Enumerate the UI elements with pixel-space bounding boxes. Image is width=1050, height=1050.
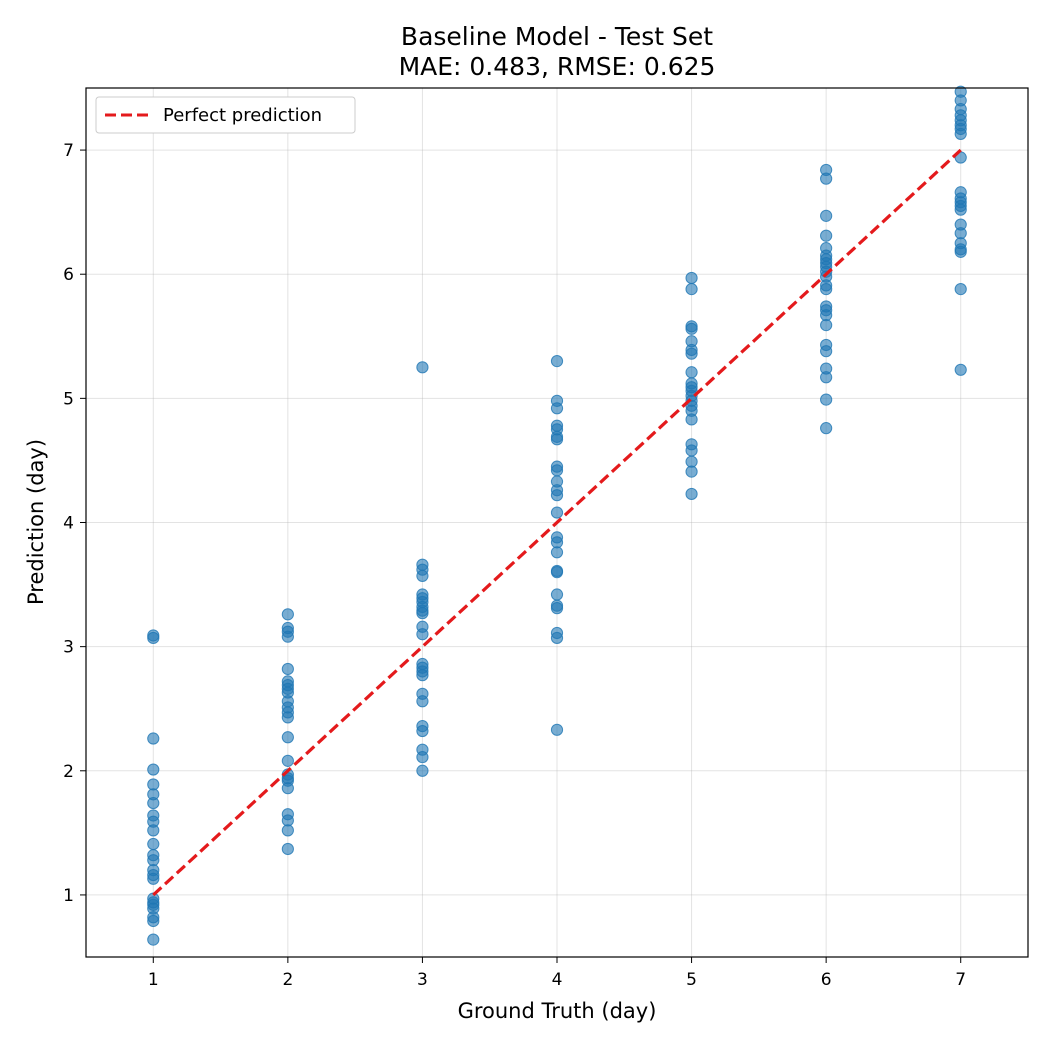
reference-line-layer bbox=[152, 148, 962, 897]
data-point bbox=[416, 764, 429, 777]
x-axis-ticks: 1 2 3 4 5 6 7 bbox=[148, 957, 966, 990]
data-point bbox=[550, 464, 564, 477]
data-point bbox=[820, 371, 833, 384]
data-point bbox=[416, 569, 429, 582]
data-point bbox=[281, 782, 294, 795]
x-tick-label: 3 bbox=[417, 970, 428, 990]
data-point bbox=[820, 283, 833, 296]
data-point bbox=[416, 628, 429, 641]
data-point bbox=[281, 608, 294, 621]
legend-box bbox=[95, 96, 356, 134]
data-point bbox=[550, 489, 564, 502]
y-tick-label: 4 bbox=[63, 514, 74, 534]
data-point bbox=[416, 669, 429, 682]
data-point bbox=[685, 366, 698, 379]
data-point bbox=[685, 271, 698, 285]
y-axis-ticks: 1 2 3 4 5 6 7 bbox=[63, 141, 86, 906]
data-point bbox=[685, 347, 698, 360]
data-point bbox=[820, 209, 833, 222]
data-point bbox=[820, 229, 833, 242]
y-tick-label: 5 bbox=[63, 389, 74, 409]
data-point bbox=[147, 872, 160, 885]
data-point bbox=[416, 751, 429, 764]
y-tick-label: 7 bbox=[63, 141, 74, 161]
x-tick-label: 5 bbox=[686, 970, 697, 990]
data-point bbox=[416, 361, 429, 374]
data-point bbox=[281, 662, 294, 676]
data-point bbox=[820, 319, 833, 332]
data-point bbox=[550, 602, 564, 615]
x-tick-label: 7 bbox=[955, 970, 966, 990]
data-point bbox=[147, 914, 160, 928]
chart-title: Baseline Model - Test Set bbox=[401, 22, 713, 51]
data-point bbox=[550, 631, 564, 645]
data-point bbox=[147, 732, 160, 745]
data-point bbox=[550, 546, 564, 559]
data-point bbox=[147, 824, 160, 837]
legend-entry-perfect-prediction: Perfect prediction bbox=[163, 105, 322, 126]
data-point bbox=[281, 630, 294, 643]
perfect-prediction-line bbox=[152, 148, 962, 897]
data-point bbox=[550, 433, 564, 446]
data-point bbox=[550, 402, 564, 415]
x-tick-label: 2 bbox=[282, 970, 293, 990]
data-point bbox=[416, 724, 429, 738]
data-point bbox=[685, 413, 698, 426]
data-point bbox=[550, 588, 564, 601]
data-point bbox=[820, 345, 833, 358]
data-point bbox=[147, 837, 160, 851]
data-point bbox=[685, 444, 698, 457]
data-point bbox=[281, 842, 294, 856]
data-point bbox=[820, 172, 833, 185]
data-point bbox=[550, 723, 564, 736]
data-point bbox=[820, 393, 833, 406]
data-points bbox=[147, 85, 967, 946]
y-tick-label: 3 bbox=[63, 638, 74, 658]
data-point bbox=[954, 245, 967, 258]
data-point bbox=[416, 695, 429, 708]
data-point bbox=[550, 355, 564, 368]
chart-subtitle: MAE: 0.483, RMSE: 0.625 bbox=[399, 52, 716, 81]
data-point bbox=[281, 731, 294, 744]
data-point bbox=[550, 506, 564, 519]
data-point bbox=[281, 754, 294, 767]
data-point bbox=[954, 283, 967, 296]
data-point bbox=[954, 363, 967, 376]
data-point bbox=[416, 607, 429, 620]
data-point bbox=[820, 422, 833, 435]
y-axis-label: Prediction (day) bbox=[24, 439, 48, 605]
x-tick-label: 1 bbox=[148, 970, 159, 990]
data-point bbox=[685, 322, 698, 335]
data-point bbox=[147, 796, 160, 810]
data-point bbox=[685, 487, 698, 501]
data-point bbox=[954, 203, 967, 216]
data-point bbox=[281, 824, 294, 837]
data-point bbox=[685, 283, 698, 296]
x-axis-label: Ground Truth (day) bbox=[458, 999, 657, 1023]
data-point bbox=[147, 763, 160, 776]
y-tick-label: 1 bbox=[63, 886, 74, 906]
x-tick-label: 6 bbox=[821, 970, 832, 990]
x-tick-label: 4 bbox=[552, 970, 563, 990]
plot-frame bbox=[85, 87, 1029, 958]
data-point bbox=[147, 933, 160, 946]
data-point bbox=[685, 465, 698, 478]
data-point bbox=[281, 711, 294, 724]
legend: Perfect prediction bbox=[95, 96, 356, 134]
data-point bbox=[954, 127, 967, 141]
data-point bbox=[550, 566, 564, 579]
y-tick-label: 6 bbox=[63, 265, 74, 285]
y-tick-label: 2 bbox=[63, 762, 74, 782]
data-point bbox=[147, 631, 160, 645]
